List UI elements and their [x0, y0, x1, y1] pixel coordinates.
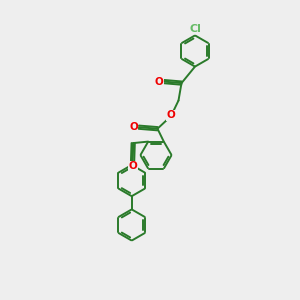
Text: O: O [129, 161, 138, 172]
Text: Cl: Cl [190, 24, 202, 34]
Text: O: O [154, 76, 163, 87]
Text: O: O [129, 122, 138, 132]
Text: O: O [166, 110, 175, 121]
